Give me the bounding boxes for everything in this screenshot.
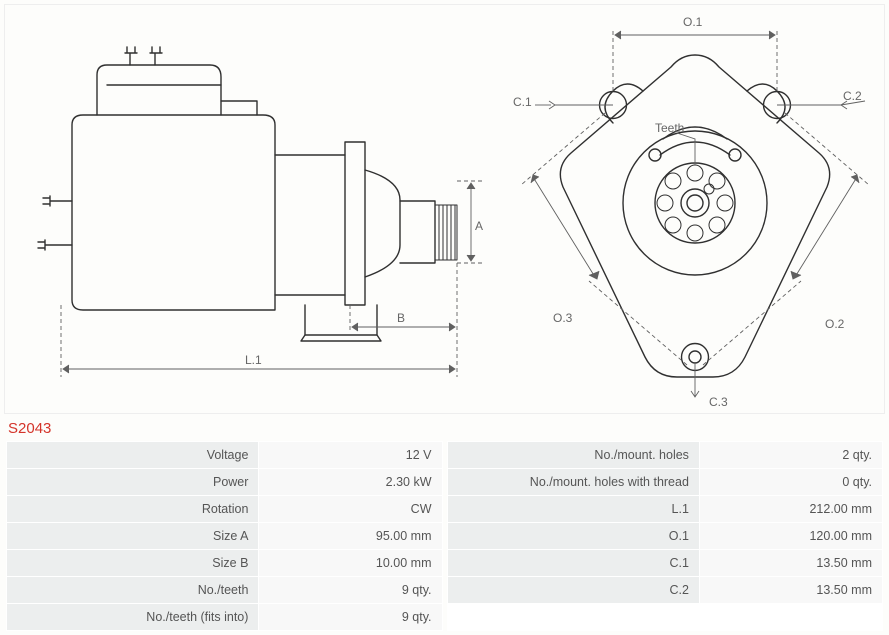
spec-table-right: No./mount. holes2 qty.No./mount. holes w… [447,441,884,631]
spec-row: O.1120.00 mm [448,523,883,549]
spec-row: No./mount. holes with thread0 qty. [448,469,883,495]
spec-value: 2 qty. [700,442,882,468]
spec-key [448,604,699,630]
spec-value: 212.00 mm [700,496,882,522]
spec-tables: Voltage12 VPower2.30 kWRotationCWSize A9… [4,441,885,631]
spec-row: RotationCW [7,496,442,522]
spec-value: 0 qty. [700,469,882,495]
dim-label-teeth: Teeth [655,121,684,135]
spec-key: Power [7,469,258,495]
dim-label-a: A [475,219,483,233]
dim-label-c1: C.1 [513,95,532,109]
spec-key: L.1 [448,496,699,522]
part-number: S2043 [8,420,885,437]
dim-label-o2: O.2 [825,317,844,331]
dim-label-o3: O.3 [553,311,572,325]
spec-row: No./teeth (fits into)9 qty. [7,604,442,630]
spec-key: C.2 [448,577,699,603]
spec-row: Power2.30 kW [7,469,442,495]
spec-key: Size B [7,550,258,576]
spec-value: 9 qty. [259,604,441,630]
spec-key: Rotation [7,496,258,522]
front-view-svg [495,5,889,415]
dim-label-o1: O.1 [683,15,702,29]
spec-value: 12 V [259,442,441,468]
spec-row: Size A95.00 mm [7,523,442,549]
spec-value: 9 qty. [259,577,441,603]
diagram-area: A B L.1 O.1 C.1 C.2 Teeth O.3 O.2 C.3 [4,4,885,414]
dim-label-c3: C.3 [709,395,728,409]
spec-key: Voltage [7,442,258,468]
spec-key: O.1 [448,523,699,549]
spec-row: C.113.50 mm [448,550,883,576]
dim-label-c2: C.2 [843,89,862,103]
spec-row: No./teeth9 qty. [7,577,442,603]
dim-label-l1: L.1 [245,353,262,367]
spec-value [700,604,882,630]
spec-row: C.213.50 mm [448,577,883,603]
spec-key: No./mount. holes with thread [448,469,699,495]
spec-key: No./teeth [7,577,258,603]
spec-row: Voltage12 V [7,442,442,468]
spec-value: 13.50 mm [700,577,882,603]
spec-value: 13.50 mm [700,550,882,576]
dim-label-b: B [397,311,405,325]
spec-key: No./mount. holes [448,442,699,468]
spec-row: Size B10.00 mm [7,550,442,576]
spec-row: L.1212.00 mm [448,496,883,522]
spec-value: 120.00 mm [700,523,882,549]
spec-key: Size A [7,523,258,549]
spec-value: CW [259,496,441,522]
spec-value: 95.00 mm [259,523,441,549]
spec-table-left: Voltage12 VPower2.30 kWRotationCWSize A9… [6,441,443,631]
spec-value: 10.00 mm [259,550,441,576]
spec-value: 2.30 kW [259,469,441,495]
spec-key: No./teeth (fits into) [7,604,258,630]
spec-row: No./mount. holes2 qty. [448,442,883,468]
spec-key: C.1 [448,550,699,576]
spec-row [448,604,883,630]
